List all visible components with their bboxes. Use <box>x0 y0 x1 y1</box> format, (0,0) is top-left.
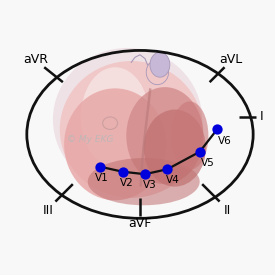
Text: V3: V3 <box>142 180 156 190</box>
Text: © My EKG: © My EKG <box>67 135 114 144</box>
Point <box>165 167 170 171</box>
Text: II: II <box>223 204 231 217</box>
Text: V5: V5 <box>201 158 215 168</box>
Ellipse shape <box>150 52 170 77</box>
Ellipse shape <box>171 101 208 170</box>
Text: V6: V6 <box>218 136 232 146</box>
Text: V4: V4 <box>166 175 180 185</box>
Ellipse shape <box>64 88 166 200</box>
Point <box>120 169 125 174</box>
Text: III: III <box>43 204 53 217</box>
Ellipse shape <box>126 87 204 184</box>
Text: aVL: aVL <box>219 53 242 66</box>
Ellipse shape <box>144 109 206 187</box>
Point <box>197 150 202 154</box>
Text: aVR: aVR <box>23 53 48 66</box>
Ellipse shape <box>146 60 169 85</box>
Text: I: I <box>260 111 264 123</box>
Point <box>143 172 147 176</box>
Ellipse shape <box>81 67 149 167</box>
Text: aVF: aVF <box>128 218 152 230</box>
Text: V1: V1 <box>95 173 109 183</box>
Ellipse shape <box>60 61 203 198</box>
Point <box>215 127 219 132</box>
Ellipse shape <box>53 48 202 191</box>
Point <box>98 164 102 169</box>
Ellipse shape <box>88 158 200 205</box>
Text: V2: V2 <box>120 178 134 188</box>
